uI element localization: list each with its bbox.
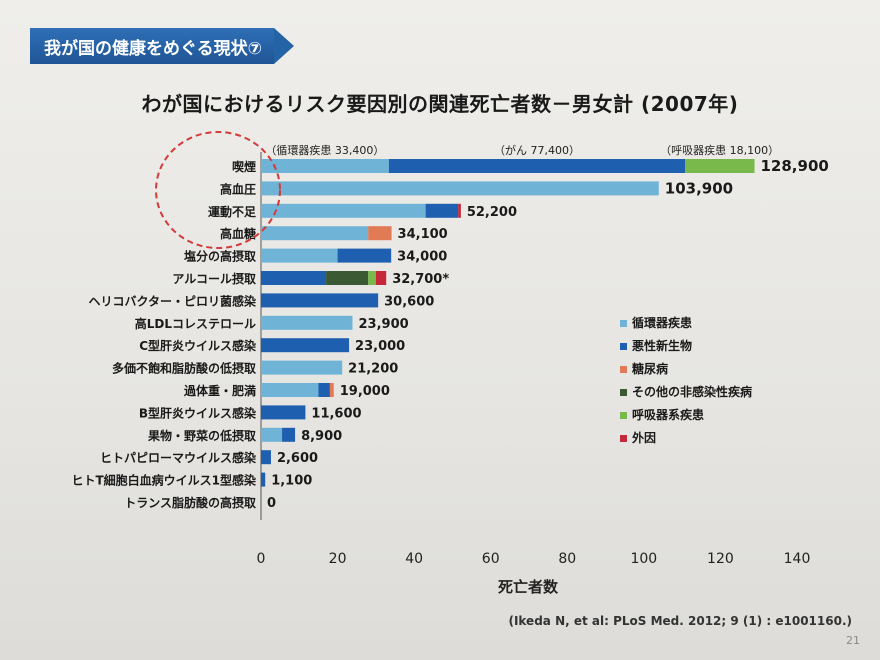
total-value-label: 32,700* (392, 272, 449, 287)
top-annotation: （がん 77,400） (494, 143, 580, 157)
legend-swatch-circulatory (620, 320, 627, 327)
highlight-circle (155, 131, 281, 249)
category-label: 果物・野菜の低摂取 (147, 428, 256, 443)
x-tick-label: 20 (329, 551, 347, 567)
bar-segment-diabetes (329, 383, 334, 397)
bar-segment-cancer (261, 293, 379, 308)
category-label: 高血圧 (220, 181, 256, 196)
category-label: 過体重・肥満 (183, 383, 256, 398)
x-tick-label: 60 (482, 551, 500, 567)
category-label: 運動不足 (208, 204, 256, 219)
legend-label: 外因 (632, 430, 656, 445)
legend-label: 呼吸器系疾患 (632, 407, 704, 422)
bar-segment-circulatory (261, 383, 319, 397)
category-label: アルコール摂取 (172, 271, 256, 286)
top-annotation: （循環器疾患 33,400） (265, 143, 384, 157)
legend-swatch-other_ncd (620, 389, 627, 396)
x-axis-title: 死亡者数 (498, 578, 559, 596)
bar-segment-cancer (261, 338, 350, 353)
bar-segment-cancer (337, 248, 392, 263)
bar-segment-respiratory (685, 159, 755, 173)
category-label: ヒトパピローマウイルス感染 (100, 450, 257, 465)
bar-segment-cancer (261, 450, 271, 465)
x-tick-label: 0 (257, 551, 266, 567)
total-value-label: 30,600 (384, 294, 434, 309)
legend-label: 悪性新生物 (632, 338, 692, 353)
category-label: 多価不飽和脂肪酸の低摂取 (112, 361, 256, 376)
header-banner: 我が国の健康をめぐる現状⑦ (30, 28, 295, 64)
category-label: トランス脂肪酸の高摂取 (124, 495, 256, 510)
total-value-label: 52,200 (467, 205, 517, 220)
citation: (Ikeda N, et al: PLoS Med. 2012; 9 (1) :… (508, 614, 852, 628)
legend-label: 糖尿病 (632, 361, 668, 376)
category-label: ヒトT細胞白血病ウイルス1型感染 (71, 473, 257, 488)
bar-segment-circulatory (261, 427, 283, 442)
bar-segment-circulatory (261, 159, 389, 173)
bar-segment-respiratory (368, 271, 376, 285)
total-value-label: 11,600 (311, 406, 361, 421)
total-value-label: 19,000 (340, 384, 390, 399)
bar-segment-circulatory (261, 360, 343, 375)
legend-label: その他の非感染性疾病 (632, 384, 752, 399)
x-tick-label: 40 (405, 551, 423, 567)
bar-segment-cancer (261, 405, 306, 420)
bar-segment-other_ncd (326, 271, 369, 285)
page-number: 21 (846, 634, 860, 647)
top-annotation: （呼吸器疾患 18,100） (660, 143, 779, 157)
chart-title: わが国におけるリスク要因別の関連死亡者数－男女計 (2007年) (141, 92, 739, 116)
x-tick-label: 80 (558, 551, 576, 567)
bar-segment-circulatory (261, 181, 659, 196)
total-value-label: 21,200 (348, 362, 398, 377)
total-value-label: 0 (267, 496, 276, 511)
total-value-label: 8,900 (301, 429, 342, 444)
category-label: 喫煙 (232, 159, 256, 174)
bar-segment-cancer (261, 472, 266, 487)
bar-segment-cancer (318, 383, 330, 397)
legend-label: 循環器疾患 (632, 315, 692, 330)
bar-segment-external (375, 271, 387, 285)
total-value-label: 128,900 (761, 157, 829, 175)
bar-segment-diabetes (368, 226, 392, 241)
total-value-label: 1,100 (271, 474, 312, 489)
bar-segment-cancer (261, 271, 327, 285)
bar-segment-cancer (425, 203, 459, 218)
bar-segment-circulatory (261, 248, 338, 263)
category-label: 高血糖 (220, 226, 256, 241)
legend-swatch-diabetes (620, 366, 627, 373)
legend-swatch-cancer (620, 343, 627, 350)
bar-segment-cancer (388, 159, 686, 173)
category-label: ヘリコバクター・ピロリ菌感染 (88, 293, 257, 308)
bar-segment-cancer (282, 427, 296, 442)
category-label: C型肝炎ウイルス感染 (139, 338, 257, 353)
header-arrow-icon (274, 28, 295, 64)
x-tick-label: 140 (784, 551, 811, 567)
bar-segment-circulatory (261, 226, 369, 241)
total-value-label: 23,900 (359, 317, 409, 332)
category-label: B型肝炎ウイルス感染 (139, 405, 257, 420)
bar-segment-circulatory (261, 315, 353, 330)
header-title: 我が国の健康をめぐる現状⑦ (30, 28, 275, 64)
legend-swatch-external (620, 435, 627, 442)
legend-swatch-respiratory (620, 412, 627, 419)
bar-segment-circulatory (261, 203, 426, 218)
x-tick-label: 120 (707, 551, 734, 567)
x-tick-label: 100 (630, 551, 657, 567)
total-value-label: 23,000 (355, 339, 405, 354)
bar-segment-external (458, 203, 461, 218)
category-label: 塩分の高摂取 (184, 249, 256, 264)
total-value-label: 103,900 (665, 179, 733, 197)
total-value-label: 34,000 (397, 250, 447, 265)
category-label: 高LDLコレステロール (135, 316, 256, 331)
total-value-label: 34,100 (398, 227, 448, 242)
total-value-label: 2,600 (277, 451, 318, 466)
